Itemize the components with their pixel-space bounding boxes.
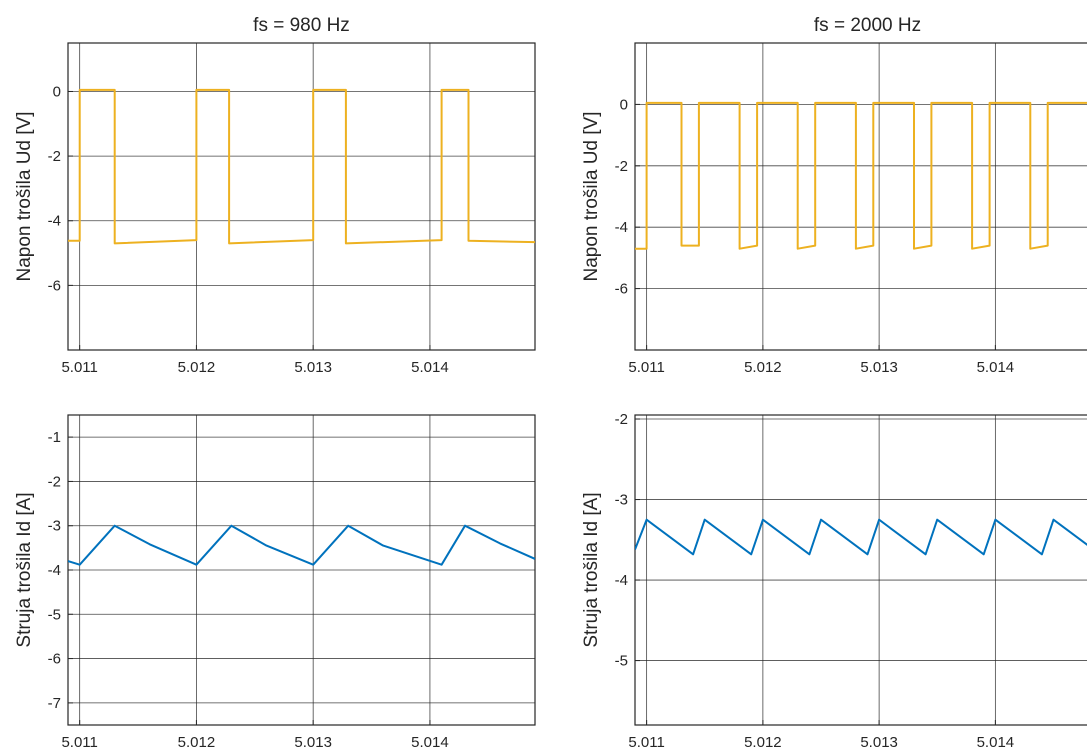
y-tick-label: -3 — [48, 518, 61, 535]
y-axis-label: Struja trošila Id [A] — [14, 492, 35, 647]
y-tick-label: 0 — [53, 83, 61, 100]
y-tick-label: -2 — [615, 411, 628, 428]
y-tick-label: -6 — [48, 651, 61, 668]
x-tick-label: 5.014 — [411, 359, 449, 376]
y-tick-label: -6 — [48, 277, 61, 294]
x-tick-label: 5.012 — [744, 359, 782, 376]
y-tick-label: -4 — [48, 562, 61, 579]
x-tick-label: 5.011 — [61, 734, 97, 751]
x-tick-label: 5.013 — [860, 734, 898, 751]
series-line — [68, 88, 535, 245]
y-tick-label: -4 — [615, 572, 628, 589]
plot-area — [634, 42, 1087, 351]
y-tick-label: -5 — [615, 653, 628, 670]
plot-area — [67, 42, 536, 351]
x-tick-label: 5.013 — [294, 734, 332, 751]
x-tick-label: 5.011 — [61, 359, 97, 376]
x-tick-label: 5.014 — [977, 734, 1015, 751]
y-axis-label: Napon trošila Ud [V] — [581, 111, 602, 281]
chart-title: fs = 2000 Hz — [814, 15, 921, 36]
y-tick-label: -2 — [48, 473, 61, 490]
series-line — [635, 101, 1087, 250]
series-line — [635, 518, 1087, 556]
x-tick-label: 5.012 — [178, 734, 216, 751]
y-tick-label: -4 — [615, 219, 628, 236]
series-line — [68, 524, 535, 566]
chart-title: fs = 980 Hz — [253, 15, 350, 36]
y-tick-label: 0 — [620, 96, 628, 113]
x-tick-label: 5.014 — [977, 359, 1015, 376]
y-tick-label: -2 — [48, 148, 61, 165]
x-tick-label: 5.014 — [411, 734, 449, 751]
chart-id-2000: 5.011 5.012 5.013 5.014 -5 -4 -3 -2 Struja troši… — [581, 411, 1087, 751]
x-tick-label: 5.011 — [628, 359, 664, 376]
y-axis-label: Struja trošila Id [A] — [581, 492, 602, 647]
x-tick-label: 5.012 — [744, 734, 782, 751]
x-tick-label: 5.013 — [294, 359, 332, 376]
y-tick-label: -5 — [48, 606, 61, 623]
chart-ud-2000: 5.011 5.012 5.013 5.014 -6 -4 -2 0 fs = 2000 Hz N… — [581, 15, 1087, 376]
chart-ud-980: 5.011 5.012 5.013 5.014 -6 -4 -2 0 fs = 980 Hz Na… — [14, 15, 536, 376]
y-tick-label: -6 — [615, 281, 628, 298]
chart-id-980: 5.011 5.012 5.013 5.014 -7 -6 -5 -4 -3 -2 -1 Struja… — [14, 414, 536, 751]
y-tick-label: -4 — [48, 213, 61, 230]
x-tick-label: 5.013 — [860, 359, 898, 376]
y-tick-label: -2 — [615, 158, 628, 175]
y-tick-label: -3 — [615, 492, 628, 509]
y-tick-label: -7 — [48, 695, 61, 712]
y-tick-label: -1 — [48, 429, 61, 446]
y-axis-label: Napon trošila Ud [V] — [14, 111, 35, 281]
plot-area — [634, 414, 1087, 726]
x-tick-label: 5.012 — [178, 359, 216, 376]
x-tick-label: 5.011 — [628, 734, 664, 751]
